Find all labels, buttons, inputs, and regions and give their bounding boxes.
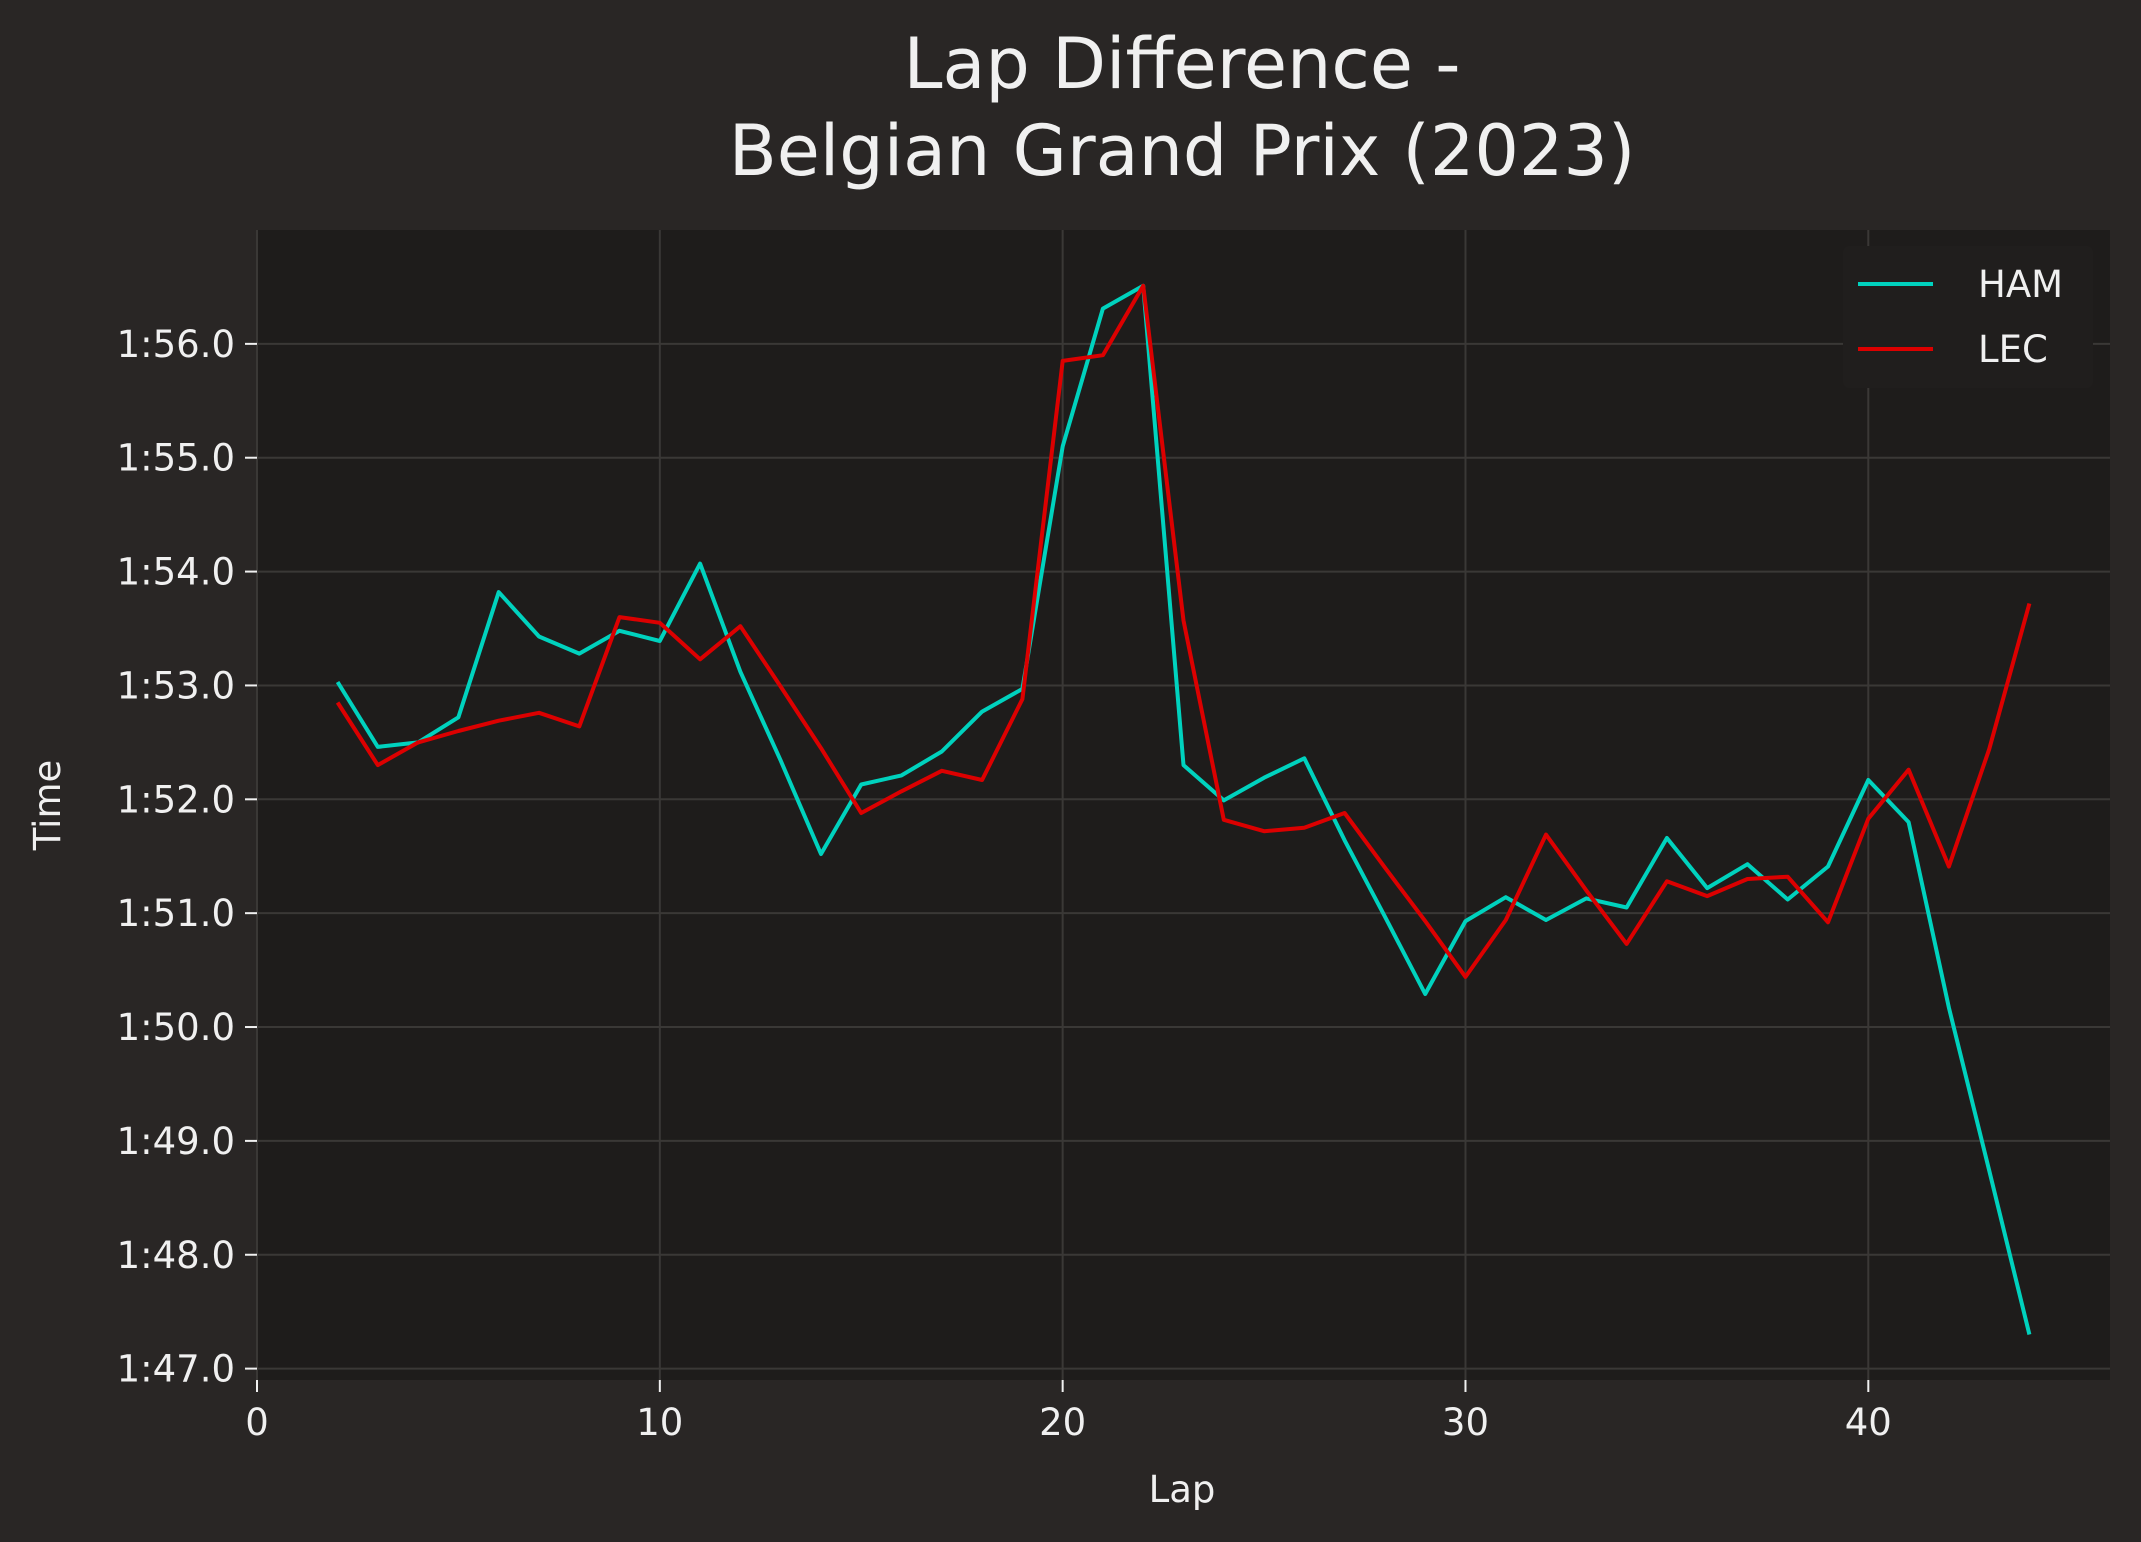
x-tick-label: 0 xyxy=(245,1401,269,1444)
legend: HAM LEC xyxy=(1843,246,2093,388)
legend-box xyxy=(1843,246,2093,388)
y-tick-label: 1:48.0 xyxy=(117,1234,235,1277)
chart-title-line-2: Belgian Grand Prix (2023) xyxy=(729,110,1636,192)
series-line-lec xyxy=(335,283,2032,979)
y-tick-label: 1:51.0 xyxy=(117,892,235,935)
x-tick-label: 20 xyxy=(1039,1401,1086,1444)
chart-title-line-1: Lap Difference - xyxy=(904,23,1461,105)
y-tick-label: 1:53.0 xyxy=(117,664,235,707)
y-tick-label: 1:47.0 xyxy=(117,1348,235,1391)
legend-label-ham: HAM xyxy=(1978,263,2063,306)
series-layer xyxy=(335,283,2032,1335)
x-tick-label: 30 xyxy=(1442,1401,1489,1444)
y-axis-label: Time xyxy=(26,760,69,852)
y-tick-label: 1:50.0 xyxy=(117,1006,235,1049)
x-tick-label: 40 xyxy=(1845,1401,1892,1444)
plot-area xyxy=(257,230,2110,1380)
grid-layer xyxy=(256,230,2110,1380)
axes-layer: 0 10 20 30 40 1:47.0 1:48.0 1:49.0 1:50.0 1:51.0 1… xyxy=(117,323,1892,1444)
y-tick-label: 1:52.0 xyxy=(117,778,235,821)
y-tick-label: 1:49.0 xyxy=(117,1120,235,1163)
x-axis-label: Lap xyxy=(1149,1468,1216,1511)
legend-label-lec: LEC xyxy=(1978,328,2048,371)
y-tick-label: 1:55.0 xyxy=(117,437,235,480)
y-tick-label: 1:56.0 xyxy=(117,323,235,366)
x-tick-label: 10 xyxy=(636,1401,683,1444)
series-line-ham xyxy=(335,283,2032,1335)
y-tick-label: 1:54.0 xyxy=(117,551,235,594)
